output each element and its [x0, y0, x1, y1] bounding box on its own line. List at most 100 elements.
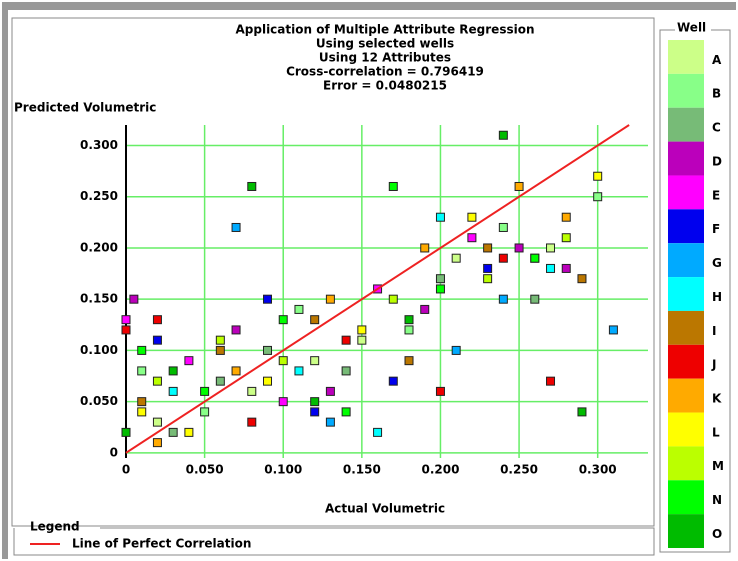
legend-swatch — [668, 310, 704, 345]
legend-frame — [13, 527, 655, 556]
point — [294, 304, 304, 314]
legend-label: O — [712, 527, 722, 541]
x-tick-label: 0.100 — [264, 463, 302, 477]
x-tick-label: 0.300 — [579, 463, 617, 477]
point — [294, 366, 304, 376]
point — [404, 356, 414, 366]
point — [388, 294, 398, 304]
point — [498, 222, 508, 232]
chart-frame — [11, 17, 655, 527]
legend-swatch — [668, 209, 704, 244]
point — [341, 366, 351, 376]
point — [184, 427, 194, 437]
legend-label: M — [712, 459, 724, 473]
point — [263, 345, 273, 355]
legend-swatch — [668, 243, 704, 278]
legend-title-bg — [675, 18, 711, 36]
y-tick-label: 0.050 — [80, 394, 118, 408]
point — [137, 345, 147, 355]
point — [467, 212, 477, 222]
legend-label: C — [712, 121, 721, 135]
y-tick-label: 0.250 — [80, 189, 118, 203]
point — [577, 407, 587, 417]
chart-title: Application of Multiple Attribute Regres… — [235, 23, 534, 37]
point — [357, 335, 367, 345]
point — [483, 274, 493, 284]
point — [530, 253, 540, 263]
point — [561, 233, 571, 243]
chart-title: Error = 0.0480215 — [323, 79, 447, 93]
legend-label: J — [711, 358, 716, 372]
point — [341, 407, 351, 417]
legend-label: E — [712, 188, 720, 202]
legend-swatch — [668, 344, 704, 379]
x-tick-label: 0.250 — [500, 463, 538, 477]
point — [577, 274, 587, 284]
legend-swatch — [668, 446, 704, 481]
x-tick-label: 0.150 — [343, 463, 381, 477]
point — [278, 356, 288, 366]
legend-swatch — [668, 73, 704, 108]
x-axis-label: Actual Volumetric — [325, 502, 445, 516]
point — [593, 171, 603, 181]
chart-title: Using 12 Attributes — [319, 51, 451, 65]
chart-title: Using selected wells — [316, 37, 454, 51]
point — [435, 284, 445, 294]
reference-legend-label: Line of Perfect Correlation — [72, 537, 251, 551]
legend-title: Well — [677, 21, 706, 35]
legend-label: K — [712, 391, 722, 405]
point — [546, 376, 556, 386]
point — [215, 376, 225, 386]
point — [168, 366, 178, 376]
legend-swatch — [668, 40, 704, 74]
legend-swatch — [668, 378, 704, 413]
legend-label: B — [712, 87, 721, 101]
point — [404, 325, 414, 335]
point — [152, 335, 162, 345]
y-tick-label: 0.150 — [80, 292, 118, 306]
reference-line — [125, 124, 630, 454]
legend-label: A — [712, 53, 722, 67]
point — [593, 192, 603, 202]
point — [498, 130, 508, 140]
point — [435, 212, 445, 222]
point — [388, 181, 398, 191]
point — [561, 263, 571, 273]
y-tick-label: 0.300 — [80, 138, 118, 152]
point — [278, 397, 288, 407]
point — [168, 386, 178, 396]
point — [152, 417, 162, 427]
point — [357, 325, 367, 335]
x-tick-label: 0.200 — [421, 463, 459, 477]
point — [310, 356, 320, 366]
point — [608, 325, 618, 335]
point — [184, 356, 194, 366]
point — [310, 397, 320, 407]
point — [231, 222, 241, 232]
y-tick-label: 0.100 — [80, 343, 118, 357]
point — [137, 366, 147, 376]
point — [514, 181, 524, 191]
y-tick-label: 0.200 — [80, 240, 118, 254]
point — [247, 181, 257, 191]
legend-label: F — [712, 222, 720, 236]
point — [137, 397, 147, 407]
point — [121, 315, 131, 325]
legend-swatch — [668, 480, 704, 515]
point — [514, 243, 524, 253]
y-tick-label: 0 — [110, 445, 118, 459]
point — [451, 253, 461, 263]
legend-box-title: Legend — [30, 520, 80, 534]
plot-area — [126, 125, 648, 458]
legend-swatch — [668, 514, 704, 548]
point — [388, 376, 398, 386]
point — [325, 417, 335, 427]
point — [247, 417, 257, 427]
point — [263, 294, 273, 304]
point — [121, 325, 131, 335]
legend-swatch — [668, 412, 704, 447]
point — [231, 325, 241, 335]
legend-label: H — [712, 290, 722, 304]
